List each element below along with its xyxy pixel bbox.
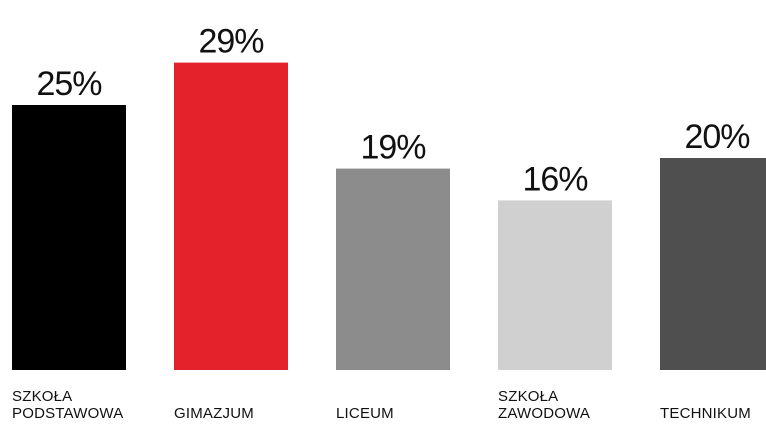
bar-szko-a-zawodowa	[498, 200, 612, 370]
bars-group	[12, 62, 766, 370]
category-label-line: LICEUM	[336, 405, 394, 422]
value-label-szko-a-zawodowa: 16%	[522, 160, 588, 198]
category-label-line: SZKOŁA	[498, 388, 558, 405]
value-label-technikum: 20%	[684, 118, 750, 156]
category-label-szko-a-podstawowa: SZKOŁA PODSTAWOWA	[12, 388, 123, 422]
category-label-line: TECHNIKUM	[660, 405, 751, 422]
category-label-line: GIMAZJUM	[174, 405, 254, 422]
value-label-liceum: 19%	[360, 129, 426, 167]
category-label-technikum: TECHNIKUM	[660, 405, 751, 422]
category-label-szko-a-zawodowa: SZKOŁA ZAWODOWA	[498, 388, 590, 422]
value-label-szko-a-podstawowa: 25%	[36, 65, 102, 103]
category-label-line: SZKOŁA	[12, 388, 72, 405]
bar-szko-a-podstawowa	[12, 105, 126, 370]
category-label-liceum: LICEUM	[336, 405, 394, 422]
category-label-gimazjum: GIMAZJUM	[174, 405, 254, 422]
category-label-line: ZAWODOWA	[498, 405, 590, 422]
bar-gimazjum	[174, 62, 288, 370]
category-label-line: PODSTAWOWA	[12, 405, 123, 422]
bar-liceum	[336, 168, 450, 370]
bar-technikum	[660, 158, 766, 370]
value-labels-group: 25% 29% 19% 16% 20%	[36, 23, 751, 199]
value-label-gimazjum: 29%	[198, 23, 264, 61]
